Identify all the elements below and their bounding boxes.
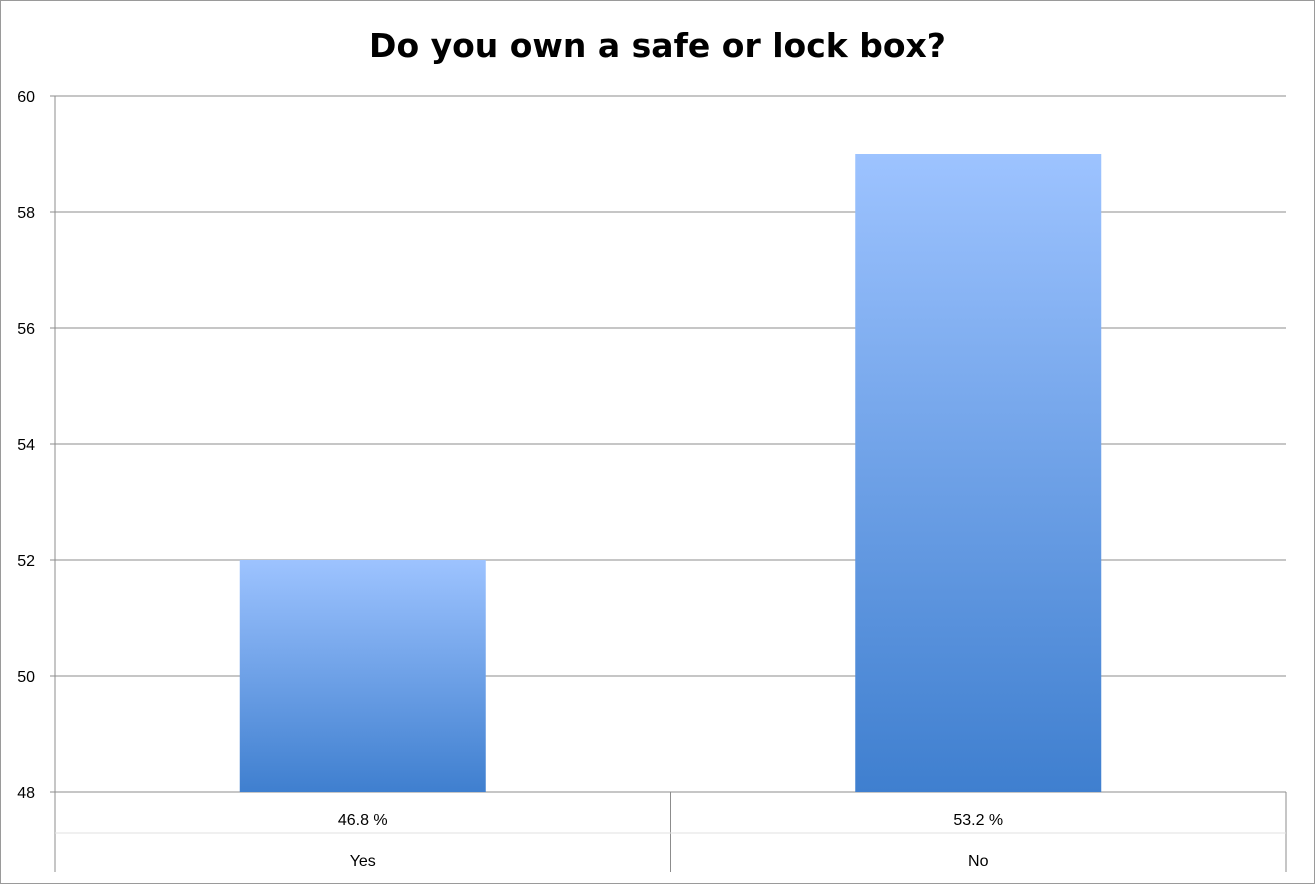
y-tick-label: 48 — [17, 785, 35, 802]
axes — [54, 96, 1287, 872]
bar-no — [855, 154, 1102, 792]
bars — [239, 154, 1102, 792]
y-tick-label: 54 — [17, 437, 35, 454]
y-tick-label: 56 — [17, 321, 35, 338]
labels: 48 50 52 54 56 58 60 46.8 % Yes 53.2 % No — [17, 89, 1003, 870]
chart-title: Do you own a safe or lock box? — [369, 26, 946, 65]
data-label-yes: 46.8 % — [338, 812, 388, 829]
y-tick-label: 50 — [17, 669, 35, 686]
y-tick-label: 52 — [17, 553, 35, 570]
y-tick-label: 60 — [17, 89, 35, 106]
category-label-yes: Yes — [350, 853, 376, 870]
data-label-no: 53.2 % — [953, 812, 1003, 829]
bar-yes — [239, 560, 486, 792]
y-tick-label: 58 — [17, 205, 35, 222]
category-label-no: No — [968, 853, 989, 870]
